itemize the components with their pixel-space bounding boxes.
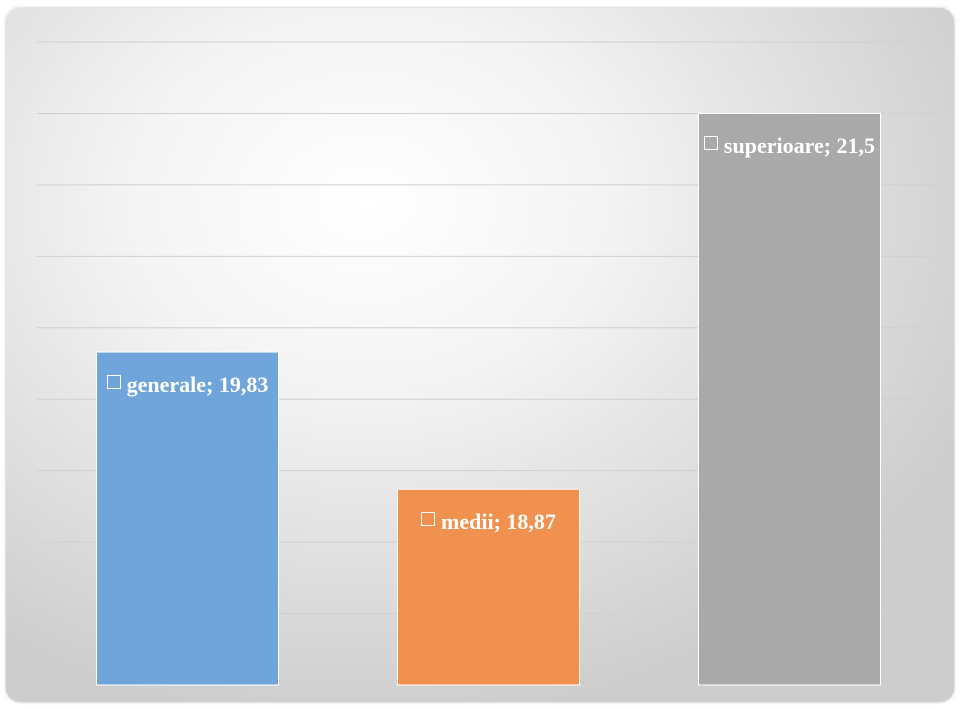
data-label-text: superioare; 21,5 (723, 133, 876, 159)
label-marker (421, 512, 436, 527)
bar (698, 112, 881, 686)
label-marker (703, 136, 718, 151)
data-label: generale; 19,83 (97, 369, 279, 400)
data-label-text: medii; 18,87 (441, 509, 556, 535)
data-label: medii; 18,87 (398, 506, 580, 537)
bar (397, 488, 580, 686)
bar (96, 351, 279, 686)
data-label-text: generale; 19,83 (126, 372, 269, 398)
data-label: superioare; 21,5 (699, 130, 881, 161)
label-marker (106, 375, 121, 390)
